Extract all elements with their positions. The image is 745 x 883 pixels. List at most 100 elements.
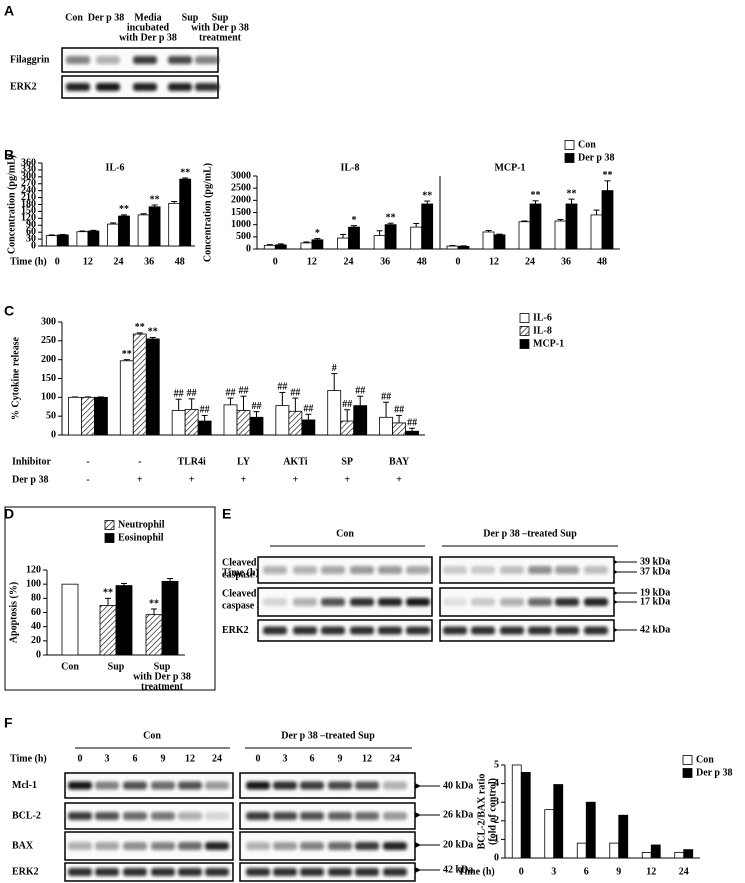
significance-label: ** [180,167,190,178]
band [133,56,157,64]
significance-label: ** [150,194,160,205]
lane-label: Der p 38 [88,12,124,23]
band [246,842,270,850]
y-tick-label: 200 [41,354,56,365]
band [246,781,270,790]
legend-swatch [564,153,575,163]
band [555,598,579,606]
y-axis-label: Concentration (pg/mL) [202,163,213,262]
band [246,868,270,876]
bar [45,235,58,247]
time-tick: 6 [133,753,138,764]
band [321,598,345,606]
y-tick-label: 4 [494,778,499,789]
bar [99,605,117,656]
x-row-value: + [396,474,402,485]
band [471,598,495,606]
band [293,566,317,574]
significance-label: ** [135,322,145,333]
time-tick: 6 [310,753,315,764]
x-row-value: AKTi [283,456,307,467]
band [178,781,202,790]
panel-label: A [4,3,14,19]
group-label: Con [143,730,161,741]
bar [171,410,186,436]
band [66,56,90,64]
blot-frame [439,587,615,617]
row-label: ERK2 [10,81,37,92]
y-axis-label: Apoptosis (%) [8,582,19,643]
significance-label: ## [200,405,210,416]
band [96,56,120,64]
bar [56,234,69,247]
band [205,812,229,820]
significance-label: ** [148,327,158,338]
band [178,812,202,820]
bar [145,614,163,656]
bar [145,338,160,436]
lane-label: treatment [199,32,242,43]
legend-swatch [564,140,575,150]
legend-label: IL-6 [533,312,552,323]
x-tick-label: 48 [417,256,427,267]
bar [421,203,434,250]
lane-label: Sup [182,12,199,23]
significance-label: * [352,215,357,226]
band [528,626,552,635]
y-tick-label: 330 [21,164,36,175]
x-tick-label: with Der p 38 [133,671,191,682]
bar [223,404,238,436]
x-tick-label: 6 [584,866,589,877]
band [528,566,552,574]
bar [115,585,133,656]
bar [161,580,179,656]
lane-label: with Der p 38 [191,22,249,33]
bar [119,360,134,436]
band [355,781,379,790]
band [273,842,297,850]
chart-title: IL-6 [106,162,125,173]
significance-label: ** [422,190,432,201]
bar [576,842,587,859]
band [406,598,430,606]
band [151,868,175,876]
lane-label: Sup [212,12,229,23]
bar [601,190,614,250]
time-tick: 12 [185,753,195,764]
y-tick-label: 3000 [231,170,251,181]
band [246,812,270,820]
panel-frame [4,506,216,691]
x-row-value: LY [237,456,251,467]
band [300,868,324,876]
band [263,566,287,574]
significance-label: ** [119,204,129,215]
band [443,626,467,635]
panel-label: D [4,506,14,522]
significance-label: ## [239,386,249,397]
bar [61,583,79,656]
x-tick-label: treatment [141,681,184,692]
x-tick-label: 36 [380,256,390,267]
bar [373,235,386,250]
x-tick-label: 0 [456,256,461,267]
bar [118,215,130,247]
x-tick-label: 3 [551,866,556,877]
band [123,842,147,850]
band [151,812,175,820]
lane-label: Media [134,12,161,23]
band [151,781,175,790]
band [328,812,352,820]
legend-label: Der p 38 [696,767,732,778]
bar [529,203,542,250]
y-tick-label: 300 [21,171,36,182]
bar [311,239,324,250]
y-tick-label: 360 [21,157,36,168]
x-tick-label: 24 [114,256,124,267]
y-tick-label: 250 [41,335,56,346]
band [95,781,119,790]
legend-label: Neutrophil [118,519,165,530]
x-tick-label: 48 [597,256,607,267]
bar [674,852,685,859]
band [584,566,608,574]
x-tick-label: Con [61,661,79,672]
